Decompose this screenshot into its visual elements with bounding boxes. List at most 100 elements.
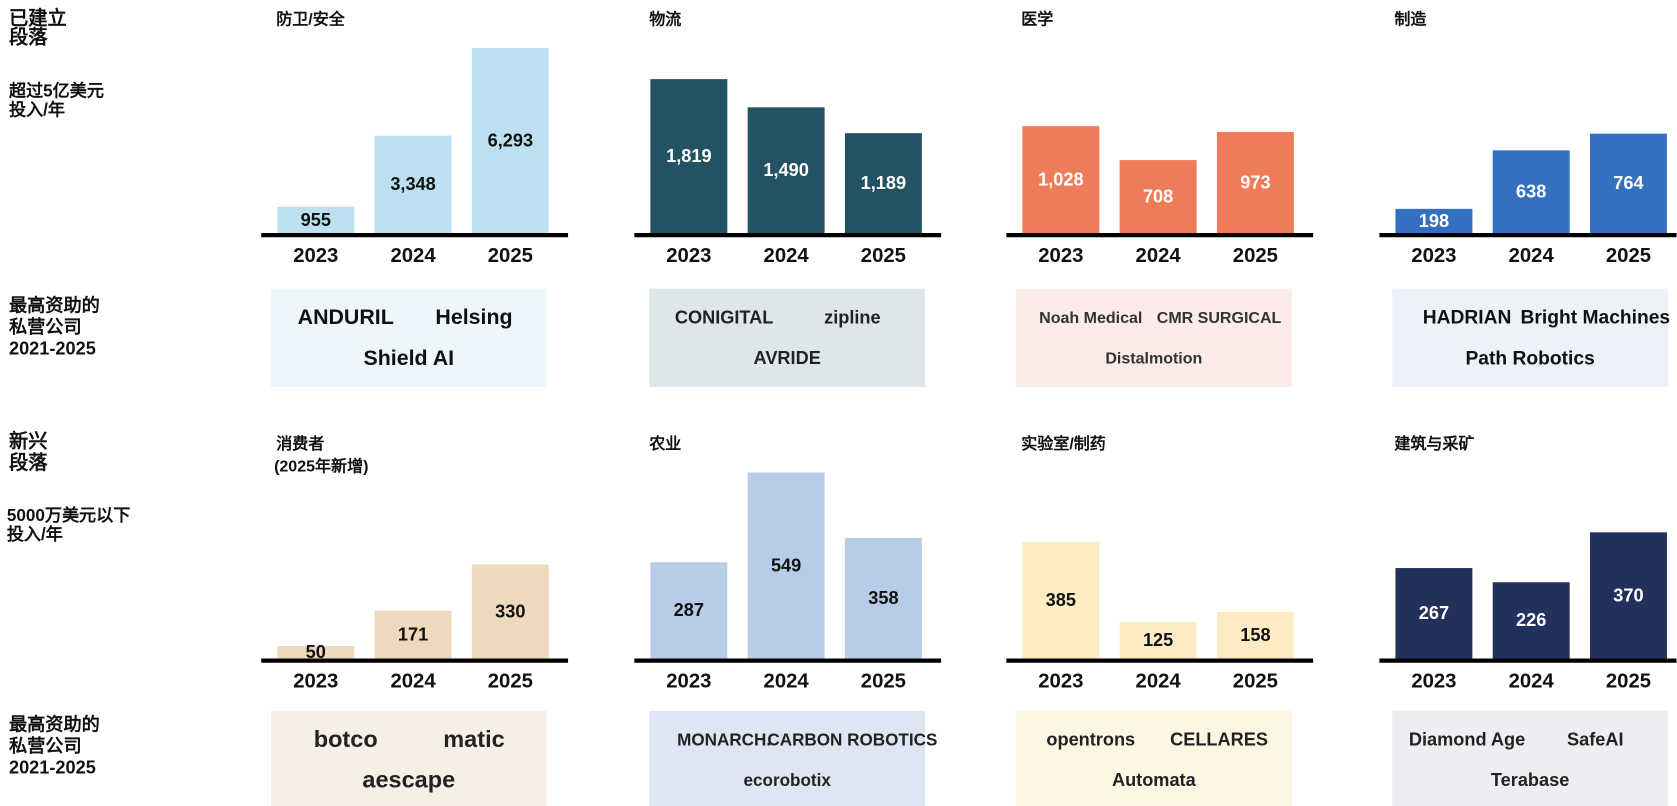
- value-label: 226: [1516, 610, 1546, 630]
- x-tick-label: 2024: [1136, 670, 1182, 692]
- bar: [747, 107, 825, 236]
- bar: [1119, 622, 1197, 661]
- chart-title: 物流: [649, 10, 681, 29]
- x-tick-label: 2024: [764, 245, 810, 267]
- x-tick-label: 2023: [293, 670, 338, 692]
- value-label: 1,189: [861, 173, 906, 193]
- chart-title: 农业: [648, 434, 681, 453]
- chart-title: 消费者: [276, 434, 324, 453]
- x-tick-label: 2025: [861, 670, 906, 692]
- value-label: 125: [1143, 630, 1173, 650]
- bar: [277, 206, 355, 236]
- company-logo: Terabase: [1491, 770, 1569, 790]
- x-tick-label: 2023: [1411, 670, 1456, 692]
- value-label: 549: [771, 555, 801, 575]
- x-tick-label: 2024: [390, 245, 436, 267]
- row-label: 段落: [9, 451, 48, 474]
- logo-box: [649, 710, 926, 806]
- x-tick-label: 2023: [1038, 670, 1083, 692]
- company-logo: SafeAI: [1567, 730, 1624, 750]
- value-label: 50: [306, 642, 326, 662]
- company-logo: zipline: [824, 307, 881, 327]
- bar: [1492, 150, 1570, 236]
- row-label: 2021-2025: [9, 757, 96, 777]
- company-logo: Shield AI: [363, 346, 454, 370]
- row-label: 2021-2025: [9, 338, 96, 358]
- row-label: 新兴: [9, 430, 47, 453]
- chart-title: 医学: [1021, 10, 1053, 29]
- value-label: 171: [398, 624, 428, 644]
- bar: [277, 646, 355, 661]
- row-label: 超过5亿美元: [9, 80, 104, 100]
- x-tick-label: 2023: [1411, 245, 1456, 267]
- value-label: 158: [1240, 625, 1270, 645]
- value-label: 330: [495, 601, 525, 621]
- logo-box: [649, 288, 926, 387]
- x-tick-label: 2023: [293, 245, 338, 267]
- row-label: 私营公司: [9, 735, 82, 756]
- value-label: 708: [1143, 186, 1173, 206]
- bar: [844, 537, 922, 661]
- bar: [1022, 126, 1100, 236]
- bar: [1119, 160, 1197, 236]
- x-tick-label: 2024: [1509, 245, 1555, 267]
- value-label: 1,028: [1038, 169, 1083, 189]
- row-label: 最高资助的: [9, 295, 100, 316]
- bar: [844, 133, 922, 236]
- bar: [1589, 133, 1667, 236]
- x-tick-label: 2025: [488, 245, 533, 267]
- x-tick-label: 2025: [861, 245, 906, 267]
- chart-subtitle: (2025年新增): [274, 456, 368, 475]
- chart-title: 实验室/制药: [1021, 434, 1106, 453]
- row-label: 私营公司: [9, 316, 82, 337]
- x-tick-label: 2023: [666, 245, 711, 267]
- company-logo: Diamond Age: [1409, 730, 1525, 750]
- x-tick-label: 2025: [1233, 670, 1278, 692]
- company-logo: MONARCH.: [677, 730, 771, 749]
- company-logo: Path Robotics: [1465, 348, 1594, 369]
- value-label: 370: [1613, 585, 1643, 605]
- bar: [650, 79, 728, 236]
- x-tick-label: 2025: [1606, 670, 1651, 692]
- company-logo: botco: [314, 726, 378, 752]
- x-tick-label: 2024: [764, 670, 810, 692]
- value-label: 3,348: [390, 174, 435, 194]
- bar: [1589, 532, 1667, 661]
- chart-title: 制造: [1394, 10, 1427, 29]
- company-logo: Bright Machines: [1521, 308, 1671, 329]
- bar: [1022, 541, 1100, 661]
- row-label: 已建立: [9, 6, 67, 29]
- bar: [650, 562, 728, 661]
- bar: [471, 564, 549, 661]
- value-label: 973: [1240, 172, 1270, 192]
- company-logo: matic: [443, 726, 504, 752]
- bar: [1395, 208, 1473, 236]
- x-tick-label: 2025: [1233, 245, 1278, 267]
- x-tick-label: 2024: [390, 670, 436, 692]
- bar: [1216, 131, 1294, 236]
- logo-box: [270, 710, 547, 806]
- row-label: 投入/年: [7, 524, 63, 544]
- company-logo: CMR SURGICAL: [1157, 309, 1282, 327]
- logo-box: [1015, 710, 1292, 806]
- company-logo: AVRIDE: [754, 348, 821, 368]
- row-label: 投入/年: [9, 100, 65, 120]
- x-tick-label: 2025: [1606, 245, 1651, 267]
- x-tick-label: 2023: [666, 670, 711, 692]
- company-logo: aescape: [362, 767, 455, 793]
- logo-box: [1015, 288, 1292, 387]
- bar: [1216, 611, 1294, 661]
- bar: [747, 472, 825, 661]
- value-label: 1,819: [666, 146, 711, 166]
- bar: [374, 610, 452, 661]
- x-tick-label: 2024: [1136, 245, 1182, 267]
- value-label: 638: [1516, 182, 1546, 202]
- x-tick-label: 2024: [1509, 670, 1555, 692]
- company-logo: ANDURIL: [298, 305, 394, 329]
- value-label: 267: [1419, 603, 1449, 623]
- chart-title: 建筑与采矿: [1394, 434, 1474, 453]
- bar: [1395, 568, 1473, 661]
- company-logo: HADRIAN: [1423, 308, 1512, 329]
